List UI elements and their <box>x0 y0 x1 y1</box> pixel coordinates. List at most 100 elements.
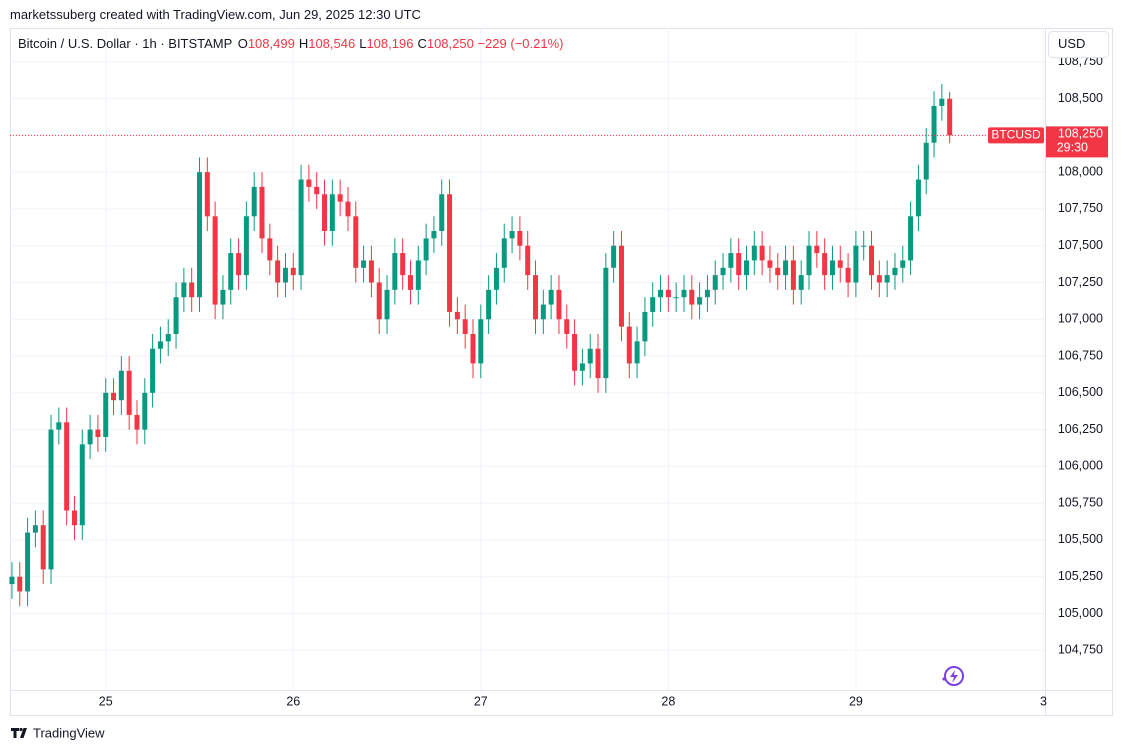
candle-body <box>462 319 468 334</box>
candle-body <box>431 231 437 239</box>
candle-body <box>564 319 570 334</box>
candle-body <box>361 260 367 268</box>
y-tick-label: 106,000 <box>1058 459 1103 473</box>
candle-body <box>71 510 77 526</box>
y-tick-label: 107,500 <box>1058 238 1103 252</box>
ohlc-legend: Bitcoin / U.S. Dollar · 1h · BITSTAMP O1… <box>18 36 563 51</box>
y-tick-label: 105,750 <box>1058 495 1103 509</box>
ohlc-value: 108,250 <box>426 36 474 51</box>
candle-body <box>751 245 757 261</box>
brand-logo <box>11 727 27 738</box>
candle-body <box>908 216 914 261</box>
candle-body <box>337 194 343 202</box>
countdown-label: 29:30 <box>1057 141 1088 155</box>
candle-body <box>142 392 148 430</box>
candle-body <box>275 260 281 283</box>
candle-body <box>517 231 523 246</box>
candle-body <box>689 289 695 305</box>
candle-body <box>853 245 859 283</box>
candle-body <box>915 179 921 217</box>
candle-body <box>134 414 140 430</box>
candle-body <box>384 289 390 320</box>
candle-body <box>173 297 179 334</box>
candle-body <box>869 245 875 276</box>
candle-body <box>48 429 54 570</box>
candle-body <box>837 260 843 268</box>
y-tick-label: 107,000 <box>1058 312 1103 326</box>
candle-body <box>704 289 710 298</box>
currency-button[interactable] <box>1048 31 1109 58</box>
candle-body <box>407 275 413 290</box>
candle-body <box>368 260 374 283</box>
candle-body <box>712 275 718 290</box>
y-tick-label: 107,250 <box>1058 275 1103 289</box>
candle-body <box>126 370 132 415</box>
symbol-title: Bitcoin / U.S. Dollar · 1h · BITSTAMP <box>18 36 233 51</box>
candle-body <box>150 348 156 393</box>
candle-body <box>64 422 70 511</box>
currency-label: USD <box>1058 36 1085 51</box>
ohlc-key: L <box>359 36 367 51</box>
candle-body <box>439 194 445 232</box>
change-label: −229 (−0.21%) <box>477 36 564 51</box>
candle-body <box>157 341 163 349</box>
candle-body <box>611 245 617 268</box>
candle-body <box>548 289 554 305</box>
candle-body <box>454 311 460 320</box>
candle-body <box>95 429 101 437</box>
y-tick-label: 107,750 <box>1058 201 1103 215</box>
candle-body <box>650 297 656 312</box>
candle-body <box>892 267 898 276</box>
candle-body <box>579 363 585 371</box>
candle-body <box>196 172 202 298</box>
candle-body <box>665 289 671 298</box>
y-tick-label: 106,750 <box>1058 348 1103 362</box>
candle-body <box>314 186 320 195</box>
lightning-icon <box>942 666 964 686</box>
candle-body <box>376 282 382 320</box>
candle-body <box>228 253 234 290</box>
grid: 104,750 105,000 105,250 105,500 105,750 106,0… <box>10 28 1103 708</box>
caption: marketssuberg created with TradingView.c… <box>10 7 421 22</box>
candle-body <box>775 267 781 276</box>
candle-body <box>298 179 304 276</box>
candle-body <box>212 216 218 305</box>
frame <box>10 28 1113 716</box>
x-tick-label: 26 <box>286 694 300 708</box>
candle-body <box>25 532 31 592</box>
ohlc-key: C <box>417 36 427 51</box>
candle-body <box>478 319 484 364</box>
candle-body <box>329 194 335 232</box>
ohlc-values: O108,499 H108,546 L108,196 C108,250 <box>236 36 474 51</box>
candle-body <box>556 289 562 320</box>
candle-body <box>939 98 945 106</box>
x-tick-label: 27 <box>474 694 488 708</box>
candle-body <box>673 297 679 299</box>
candle-body <box>17 576 23 592</box>
candle-body <box>728 253 734 268</box>
y-tick-label: 108,000 <box>1058 164 1103 178</box>
candle-body <box>900 260 906 268</box>
candle-body <box>345 201 351 217</box>
candle-body <box>493 267 499 290</box>
candle-body <box>923 142 929 180</box>
candle-body <box>783 260 789 276</box>
candle-body <box>658 289 664 298</box>
ohlc-value: 108,546 <box>308 36 356 51</box>
candle-body <box>790 260 796 290</box>
x-tick-label: 25 <box>99 694 113 708</box>
candle-body <box>322 194 328 232</box>
candle-body <box>290 267 296 276</box>
candle-body <box>56 422 62 430</box>
ohlc-value: 108,196 <box>366 36 414 51</box>
candle-body <box>720 267 726 276</box>
symbol-tag <box>988 127 1044 144</box>
candle-body <box>220 289 226 305</box>
x-tick-label: 28 <box>661 694 675 708</box>
candle-body <box>189 282 195 298</box>
symbol-tag-label: BTCUSD <box>991 128 1041 142</box>
x-tick-label: 3 <box>1040 694 1047 708</box>
candle-body <box>947 98 953 136</box>
